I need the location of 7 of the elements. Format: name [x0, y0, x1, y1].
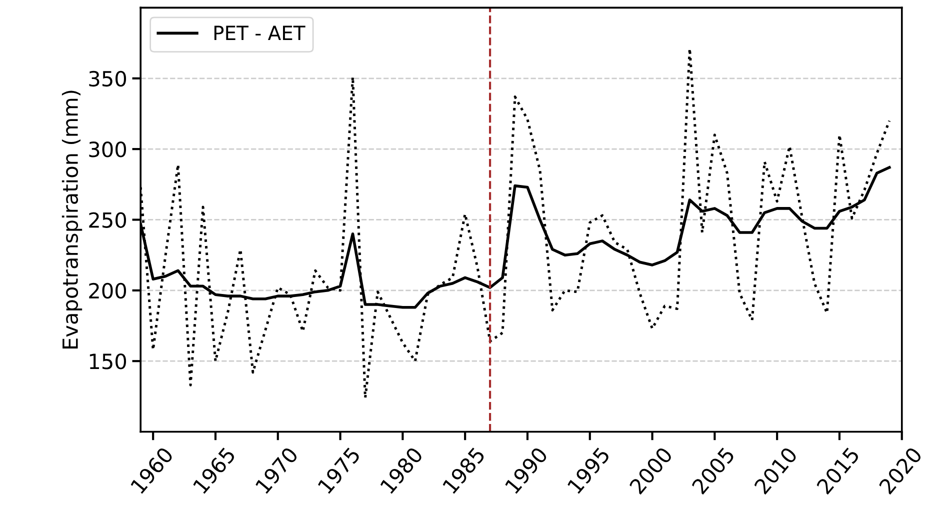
y-axis-title: Evapotranspiration (mm): [62, 90, 82, 348]
y-tick-label: 200: [89, 282, 126, 299]
y-tick-label: 350: [89, 70, 126, 87]
y-tick-label: 250: [89, 212, 126, 228]
legend-label: PET - AET: [214, 26, 306, 40]
y-tick-label: 150: [90, 354, 126, 370]
y-tick-label: 300: [89, 142, 126, 158]
